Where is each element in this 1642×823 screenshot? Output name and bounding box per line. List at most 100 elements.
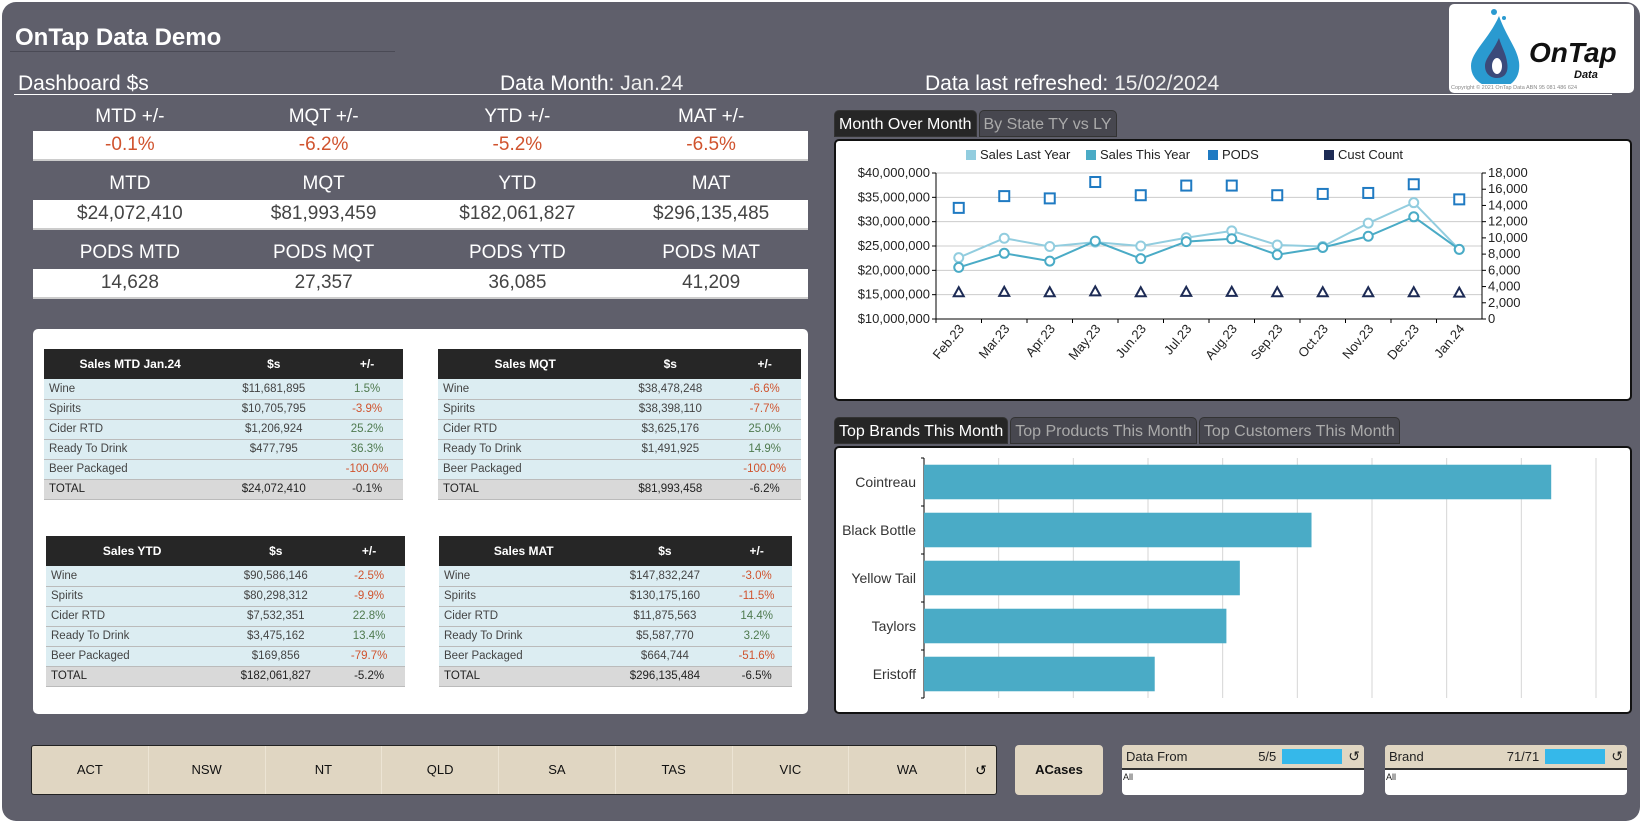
y-right-tick-label: 18,000 [1488,165,1528,180]
data-point [1361,285,1375,298]
filter-brand[interactable]: Brand 71/71 ↺ All [1385,745,1627,795]
tab-by-state-ty-vs-ly[interactable]: By State TY vs LY [978,110,1117,137]
filter-count: 5/5 [1258,749,1277,764]
water-drop-icon: OnTap Data [1471,9,1617,88]
data-month: Data Month: Jan.24 [500,72,683,96]
state-button-vic[interactable]: VIC [733,746,850,794]
table-title: Sales MAT [439,536,609,566]
data-point [1316,187,1329,200]
table-row: Ready To Drink $3,475,162 13.4% [46,626,405,647]
title-divider [10,51,395,52]
x-tick-label: Feb.23 [930,321,968,362]
kpi-value: $81,993,459 [270,203,377,224]
data-point [1044,255,1056,267]
y-right-tick-label: 8,000 [1488,246,1521,261]
data-point [1408,197,1420,209]
category-label: Cointreau [855,474,916,490]
change-cell: 25.0% [728,419,801,440]
bar [924,512,1312,548]
change-cell: -79.7% [333,646,405,667]
kpi-label: MTD +/- [95,106,165,127]
filter-data-from[interactable]: Data From 5/5 ↺ All [1122,745,1364,795]
category-label: Taylors [872,618,916,634]
kpi-label: MTD [109,173,151,194]
reset-icon[interactable]: ↺ [975,762,987,778]
state-button-nsw[interactable]: NSW [149,746,266,794]
category-label: Eristoff [873,666,916,682]
value-cell: $169,856 [218,646,334,667]
kpi-value: 36,085 [488,272,547,293]
state-button-sa[interactable]: SA [499,746,616,794]
sales-table: Sales MTD Jan.24 $s +/- Wine $11,681,895 1.5%… [44,349,403,500]
data-point [998,232,1010,244]
category-cell: Beer Packaged [44,459,217,480]
data-point [1225,284,1239,297]
x-tick-label: Jan.24 [1431,321,1468,361]
category-cell: Wine [438,379,613,400]
x-tick-label: Aug.23 [1202,321,1240,362]
data-point [1179,284,1193,297]
data-month-label: Data Month: [500,72,615,95]
header-divider [14,94,1612,95]
value-cell: $80,298,312 [218,586,334,607]
value-cell: $130,175,160 [608,586,722,607]
value-cell: $90,586,146 [218,566,334,587]
category-cell: Ready To Drink [46,626,219,647]
change-cell: -7.7% [728,399,801,420]
tab-month-over-month[interactable]: Month Over Month [834,110,977,137]
category-cell: Spirits [46,586,219,607]
change-cell: 14.9% [728,439,801,460]
state-button-qld[interactable]: QLD [382,746,499,794]
filter-selection[interactable]: All [1386,772,1397,782]
data-point [952,201,965,214]
value-cell: $11,681,895 [216,379,332,400]
value-cell: $11,875,563 [608,606,722,627]
tab-top-products-this-month[interactable]: Top Products This Month [1010,417,1197,444]
value-cell: $1,491,925 [612,439,729,460]
kpi-change-group: MTD +/- MQT +/- YTD +/- MAT +/- -0.1% -6.2% -… [33,103,808,161]
reset-icon[interactable]: ↺ [1611,748,1623,764]
state-button-act[interactable]: ACT [32,746,149,794]
y-left-tick-label: $10,000,000 [858,311,930,326]
table-row: Ready To Drink $5,587,770 3.2% [439,626,792,647]
value-cell: $477,795 [216,439,332,460]
table-header-row: Sales YTD $s +/- [46,536,405,566]
state-button-wa[interactable]: WA [849,746,966,794]
x-tick-label: Nov.23 [1339,321,1376,361]
y-right-tick-label: 4,000 [1488,279,1521,294]
data-point [1271,239,1283,251]
category-cell: Ready To Drink [438,439,613,460]
sales-table: Sales MQT $s +/- Wine $38,478,248 -6.6% Spirit… [438,349,801,500]
state-button-tas[interactable]: TAS [616,746,733,794]
data-point [1271,249,1283,261]
category-cell: Cider RTD [438,419,613,440]
column-header-value: $s [612,349,729,379]
value-cell: $664,744 [608,646,722,667]
copyright-text: Copyright © 2021 OnTap Data ABN 95 081 4… [1451,85,1578,91]
data-point [1089,235,1101,247]
table-row: Beer Packaged $664,744 -51.6% [439,646,792,667]
data-point [1316,285,1330,298]
state-button-nt[interactable]: NT [266,746,383,794]
data-point [1043,192,1056,205]
svg-text:OnTap: OnTap [1529,37,1617,68]
category-cell: Spirits [438,399,613,420]
data-month-value: Jan.24 [620,72,684,95]
table-row: Spirits $80,298,312 -9.9% [46,586,405,607]
tab-top-brands-this-month[interactable]: Top Brands This Month [834,417,1009,444]
tab-top-customers-this-month[interactable]: Top Customers This Month [1198,417,1400,444]
acases-button[interactable]: ACases [1015,745,1103,795]
column-header-value: $s [216,349,332,379]
total-row: TOTAL $296,135,484 -6.5% [439,666,792,687]
filter-selection[interactable]: All [1123,772,1134,782]
kpi-label: PODS MTD [79,242,181,263]
table-row: Cider RTD $3,625,176 25.0% [438,419,801,440]
reset-icon[interactable]: ↺ [1348,748,1360,764]
data-point [1362,186,1375,199]
legend-label: Sales This Year [1100,147,1191,162]
kpi-value: 27,357 [294,272,353,293]
table-row: Beer Packaged -100.0% [438,459,801,480]
kpi-value: -5.2% [492,134,543,155]
y-left-tick-label: $25,000,000 [858,238,930,253]
legend-swatch [1086,150,1096,160]
